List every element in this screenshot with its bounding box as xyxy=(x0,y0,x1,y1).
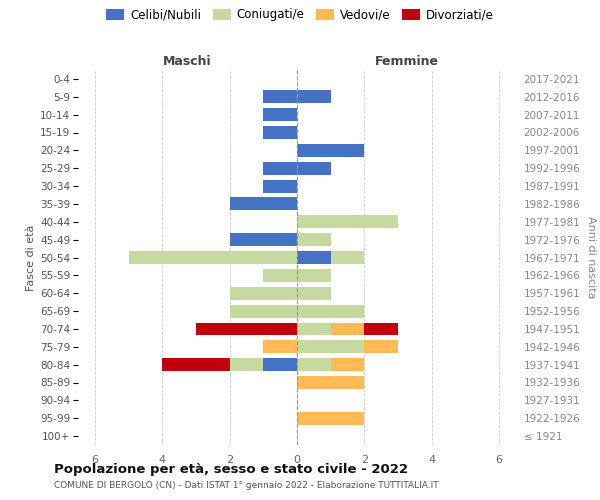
Bar xyxy=(230,287,297,300)
Bar xyxy=(297,287,331,300)
Bar xyxy=(196,322,297,336)
Bar xyxy=(297,412,364,424)
Bar xyxy=(263,108,297,121)
Bar xyxy=(331,358,364,371)
Bar xyxy=(162,358,230,371)
Bar xyxy=(263,269,297,282)
Bar xyxy=(297,251,331,264)
Text: Maschi: Maschi xyxy=(163,55,212,68)
Bar xyxy=(297,322,331,336)
Bar xyxy=(364,322,398,336)
Bar xyxy=(297,162,331,174)
Text: COMUNE DI BERGOLO (CN) - Dati ISTAT 1° gennaio 2022 - Elaborazione TUTTITALIA.IT: COMUNE DI BERGOLO (CN) - Dati ISTAT 1° g… xyxy=(54,481,439,490)
Bar xyxy=(297,358,331,371)
Bar xyxy=(297,90,331,103)
Bar xyxy=(230,358,263,371)
Bar xyxy=(263,162,297,174)
Text: Femmine: Femmine xyxy=(374,55,439,68)
Y-axis label: Anni di nascita: Anni di nascita xyxy=(586,216,596,298)
Bar xyxy=(230,233,297,246)
Bar xyxy=(263,358,297,371)
Bar xyxy=(364,340,398,353)
Bar xyxy=(331,251,364,264)
Bar xyxy=(263,90,297,103)
Bar xyxy=(263,126,297,139)
Bar xyxy=(297,269,331,282)
Bar xyxy=(297,233,331,246)
Bar xyxy=(263,180,297,192)
Bar xyxy=(263,340,297,353)
Bar xyxy=(230,198,297,210)
Bar xyxy=(297,376,364,389)
Bar xyxy=(230,304,297,318)
Bar xyxy=(331,322,364,336)
Bar xyxy=(128,251,297,264)
Y-axis label: Fasce di età: Fasce di età xyxy=(26,224,36,290)
Bar xyxy=(297,304,364,318)
Bar xyxy=(297,340,364,353)
Bar xyxy=(297,144,364,157)
Bar xyxy=(297,216,398,228)
Text: Popolazione per età, sesso e stato civile - 2022: Popolazione per età, sesso e stato civil… xyxy=(54,462,408,475)
Legend: Celibi/Nubili, Coniugati/e, Vedovi/e, Divorziati/e: Celibi/Nubili, Coniugati/e, Vedovi/e, Di… xyxy=(106,8,494,22)
